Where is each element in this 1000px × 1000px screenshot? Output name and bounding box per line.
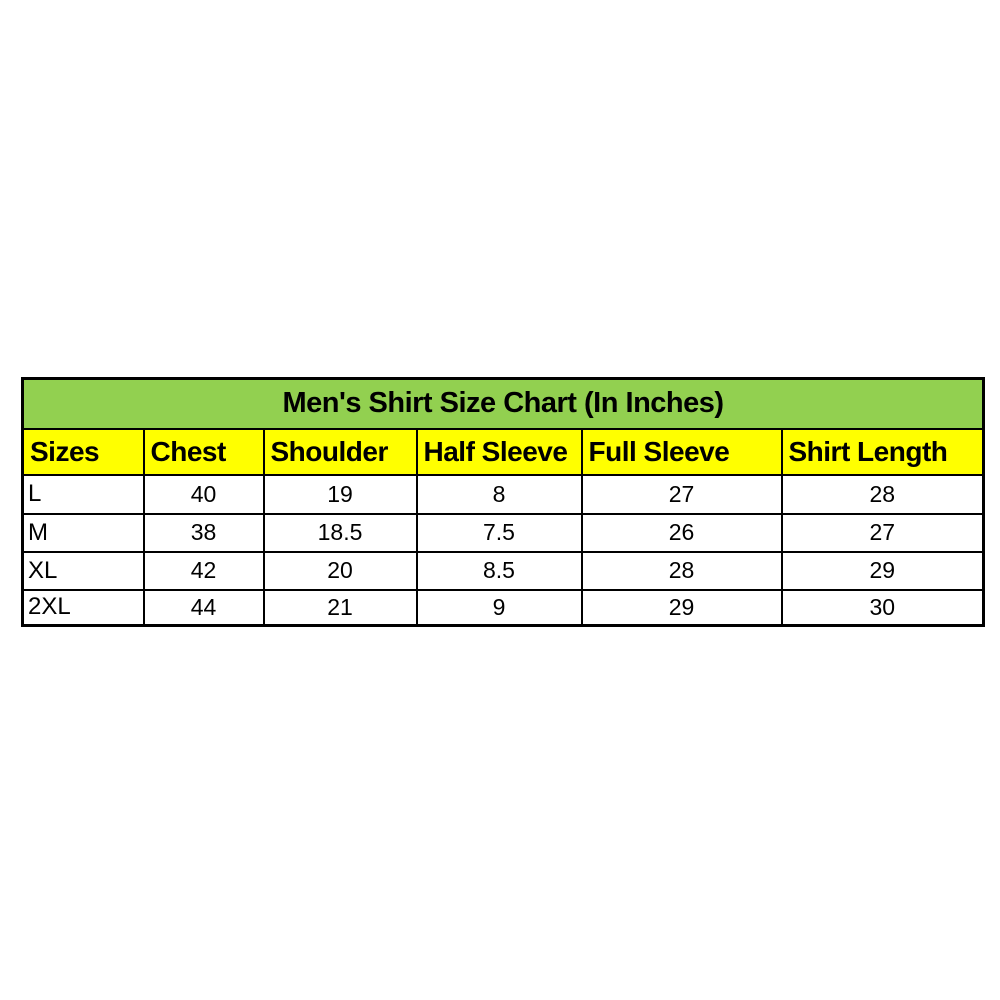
table-row-xl: XL 42 20 8.5 28 29 [21,550,985,591]
table-row-2xl: 2XL 44 21 9 29 30 [21,588,985,627]
half-sleeve-value-cell: 7.5 [415,512,583,553]
half-sleeve-value-cell: 8.5 [415,550,583,591]
size-label-cell: M [21,512,145,553]
column-header-shirt-length: Shirt Length [780,427,985,476]
shoulder-value-cell: 20 [262,550,418,591]
size-label-cell: XL [21,550,145,591]
full-sleeve-value-cell: 26 [580,512,783,553]
column-header-row: Sizes Chest Shoulder Half Sleeve Full Sl… [21,427,985,476]
shirt-length-value-cell: 27 [780,512,985,553]
full-sleeve-value-cell: 28 [580,550,783,591]
column-header-shoulder: Shoulder [262,427,418,476]
table-row-l: L 40 19 8 27 28 [21,473,985,515]
full-sleeve-value-cell: 29 [580,588,783,627]
table-row-m: M 38 18.5 7.5 26 27 [21,512,985,553]
half-sleeve-value-cell: 9 [415,588,583,627]
column-header-chest: Chest [142,427,265,476]
column-header-full-sleeve: Full Sleeve [580,427,783,476]
shirt-length-value-cell: 29 [780,550,985,591]
shirt-length-value-cell: 28 [780,473,985,515]
chest-value-cell: 40 [142,473,265,515]
column-header-half-sleeve: Half Sleeve [415,427,583,476]
size-label-cell: 2XL [21,588,145,627]
full-sleeve-value-cell: 27 [580,473,783,515]
size-label-cell: L [21,473,145,515]
shoulder-value-cell: 21 [262,588,418,627]
chest-value-cell: 38 [142,512,265,553]
shoulder-value-cell: 18.5 [262,512,418,553]
title-row: Men's Shirt Size Chart (In Inches) [21,377,985,430]
half-sleeve-value-cell: 8 [415,473,583,515]
chest-value-cell: 42 [142,550,265,591]
shoulder-value-cell: 19 [262,473,418,515]
column-header-sizes: Sizes [21,427,145,476]
chest-value-cell: 44 [142,588,265,627]
shirt-length-value-cell: 30 [780,588,985,627]
size-chart-table: Men's Shirt Size Chart (In Inches) Sizes… [21,377,985,627]
chart-title: Men's Shirt Size Chart (In Inches) [21,377,985,430]
